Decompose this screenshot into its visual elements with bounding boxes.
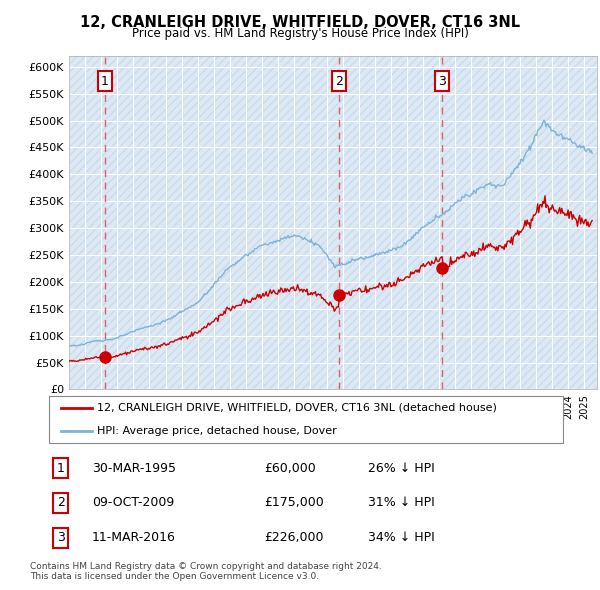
Text: 26% ↓ HPI: 26% ↓ HPI <box>368 461 434 474</box>
Text: 2: 2 <box>57 496 65 510</box>
Text: 1: 1 <box>57 461 65 474</box>
Text: 1: 1 <box>101 74 109 87</box>
Text: 3: 3 <box>439 74 446 87</box>
Text: 3: 3 <box>57 532 65 545</box>
Text: £175,000: £175,000 <box>265 496 325 510</box>
Text: 12, CRANLEIGH DRIVE, WHITFIELD, DOVER, CT16 3NL: 12, CRANLEIGH DRIVE, WHITFIELD, DOVER, C… <box>80 15 520 30</box>
Text: 2: 2 <box>335 74 343 87</box>
Text: 31% ↓ HPI: 31% ↓ HPI <box>368 496 434 510</box>
Text: HPI: Average price, detached house, Dover: HPI: Average price, detached house, Dove… <box>97 427 337 437</box>
FancyBboxPatch shape <box>49 396 563 443</box>
Text: 12, CRANLEIGH DRIVE, WHITFIELD, DOVER, CT16 3NL (detached house): 12, CRANLEIGH DRIVE, WHITFIELD, DOVER, C… <box>97 402 497 412</box>
Text: 34% ↓ HPI: 34% ↓ HPI <box>368 532 434 545</box>
Text: Contains HM Land Registry data © Crown copyright and database right 2024.
This d: Contains HM Land Registry data © Crown c… <box>30 562 382 581</box>
Text: 11-MAR-2016: 11-MAR-2016 <box>92 532 176 545</box>
Text: £226,000: £226,000 <box>265 532 324 545</box>
Text: 30-MAR-1995: 30-MAR-1995 <box>92 461 176 474</box>
Text: £60,000: £60,000 <box>265 461 316 474</box>
Text: Price paid vs. HM Land Registry's House Price Index (HPI): Price paid vs. HM Land Registry's House … <box>131 27 469 40</box>
Text: 09-OCT-2009: 09-OCT-2009 <box>92 496 174 510</box>
